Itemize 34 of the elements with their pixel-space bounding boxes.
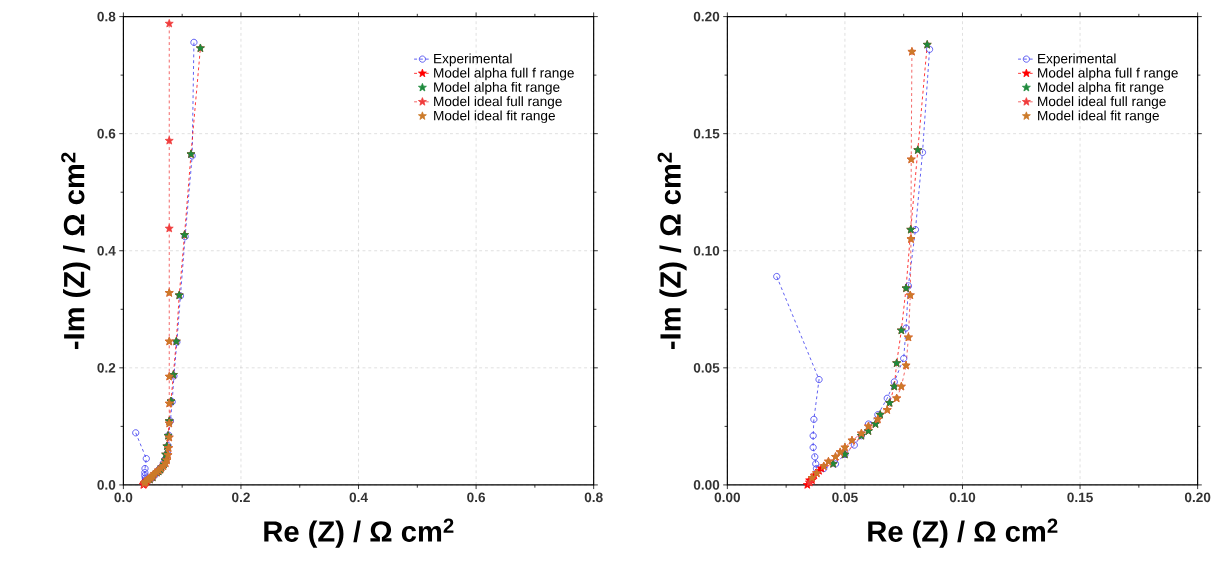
legend-label: Model alpha fit range — [1038, 82, 1164, 95]
x-tick-label: 0.15 — [1067, 492, 1093, 503]
x-tick-label: 0.0 — [114, 492, 133, 503]
legend-label: Model ideal full range — [434, 96, 562, 110]
x-axis-title: Re (Z) / Ω cm$^{2}$ — [868, 518, 1058, 548]
x-tick-label: 0.05 — [832, 492, 858, 503]
legend-label: Model ideal full range — [1038, 96, 1166, 110]
y-tick-label: 0.15 — [693, 129, 720, 139]
y-tick-label: 0.2 — [97, 363, 116, 373]
y-axis-title: -Im (Z) / Ω cm$^{2}$ — [61, 152, 91, 350]
legend-label: Experimental — [434, 53, 512, 67]
y-tick-label: 0.00 — [693, 480, 720, 490]
y-tick-label: 0.0 — [97, 480, 116, 490]
x-tick-label: 0.6 — [467, 492, 486, 503]
x-tick-label: 0.10 — [949, 492, 976, 503]
y-tick-label: 0.05 — [693, 363, 720, 373]
y-tick-label: 0.20 — [693, 11, 720, 22]
y-tick-label: 0.8 — [97, 11, 116, 22]
x-axis-title: Re (Z) / Ω cm$^{2}$ — [264, 518, 454, 548]
x-tick-label: 0.8 — [584, 492, 603, 503]
legend-label: Model alpha full f range — [434, 67, 574, 81]
y-tick-label: 0.6 — [97, 129, 116, 139]
x-tick-label: 0.20 — [1184, 492, 1211, 503]
y-axis-title: -Im (Z) / Ω cm$^{2}$ — [657, 152, 687, 350]
legend-label: Experimental — [1038, 53, 1116, 67]
y-tick-label: 0.4 — [97, 246, 116, 256]
legend-label: Model ideal fit range — [1038, 110, 1159, 124]
legend-label: Model alpha full f range — [1038, 67, 1178, 81]
y-tick-label: 0.10 — [693, 246, 720, 256]
x-tick-label: 0.2 — [232, 492, 250, 503]
x-tick-label: 0.00 — [714, 492, 741, 503]
legend-label: Model alpha fit range — [434, 82, 560, 95]
x-tick-label: 0.4 — [349, 492, 368, 503]
legend-label: Model ideal fit range — [434, 110, 555, 124]
